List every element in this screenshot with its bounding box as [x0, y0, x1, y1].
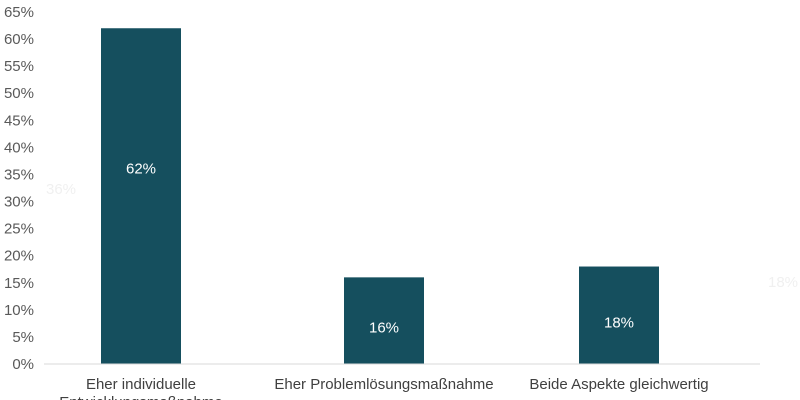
- y-tick-label: 0%: [12, 356, 34, 373]
- y-tick-label: 20%: [4, 248, 34, 265]
- y-tick-label: 65%: [4, 4, 34, 21]
- y-tick-label: 55%: [4, 58, 34, 75]
- category-label: Beide Aspekte gleichwertig: [529, 376, 708, 393]
- bar: [344, 277, 424, 364]
- y-tick-label: 40%: [4, 139, 34, 156]
- y-tick-label: 50%: [4, 85, 34, 102]
- y-tick-label: 30%: [4, 194, 34, 211]
- y-axis: 0% 5% 10% 15% 20% 25% 30% 35% 40% 45% 50% 55% 60% 65%: [4, 4, 34, 373]
- y-tick-label: 15%: [4, 275, 34, 292]
- y-tick-label: 10%: [4, 302, 34, 319]
- y-tick-label: 25%: [4, 221, 34, 238]
- faint-label-1: 36%: [46, 181, 76, 198]
- faint-labels: 36% 18%: [46, 181, 798, 291]
- data-label: 18%: [604, 314, 634, 331]
- data-label: 62%: [126, 160, 156, 177]
- y-tick-label: 60%: [4, 31, 34, 48]
- x-axis: Eher individuelleEntwicklungsmaßnahme Ehe…: [44, 363, 760, 400]
- bars: 62% 16% 18%: [101, 28, 659, 364]
- y-tick-label: 5%: [12, 329, 34, 346]
- category-label: Eher individuelle: [86, 376, 196, 393]
- category-label: Entwicklungsmaßnahme: [59, 394, 222, 400]
- data-label: 16%: [369, 320, 399, 337]
- category-label: Eher Problemlösungsmaßnahme: [274, 376, 493, 393]
- y-tick-label: 45%: [4, 112, 34, 129]
- bar: [579, 266, 659, 364]
- y-tick-label: 35%: [4, 166, 34, 183]
- faint-label-2: 18%: [768, 274, 798, 291]
- bar: [101, 28, 181, 364]
